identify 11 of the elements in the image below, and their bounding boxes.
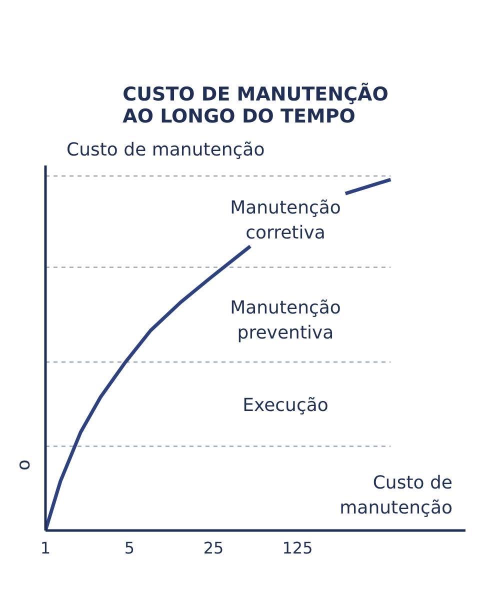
y-axis-title: Custo de manutenção [66,140,265,160]
x-tick-label: 125 [282,538,313,558]
text: o [14,459,34,470]
annotation: Manutenção preventiva [230,297,341,344]
annotation: Manutenção corretiva [230,197,341,244]
x-tick-label: 1 [40,538,51,558]
x-tick-label: 5 [124,538,135,558]
annotation: Execução [242,395,328,416]
x-axis-title: Custo de manutenção [340,472,453,519]
x-tick-label: 25 [203,538,224,558]
chart-title: CUSTO DE MANUTENÇÃO AO LONGO DO TEMPO [122,82,388,128]
